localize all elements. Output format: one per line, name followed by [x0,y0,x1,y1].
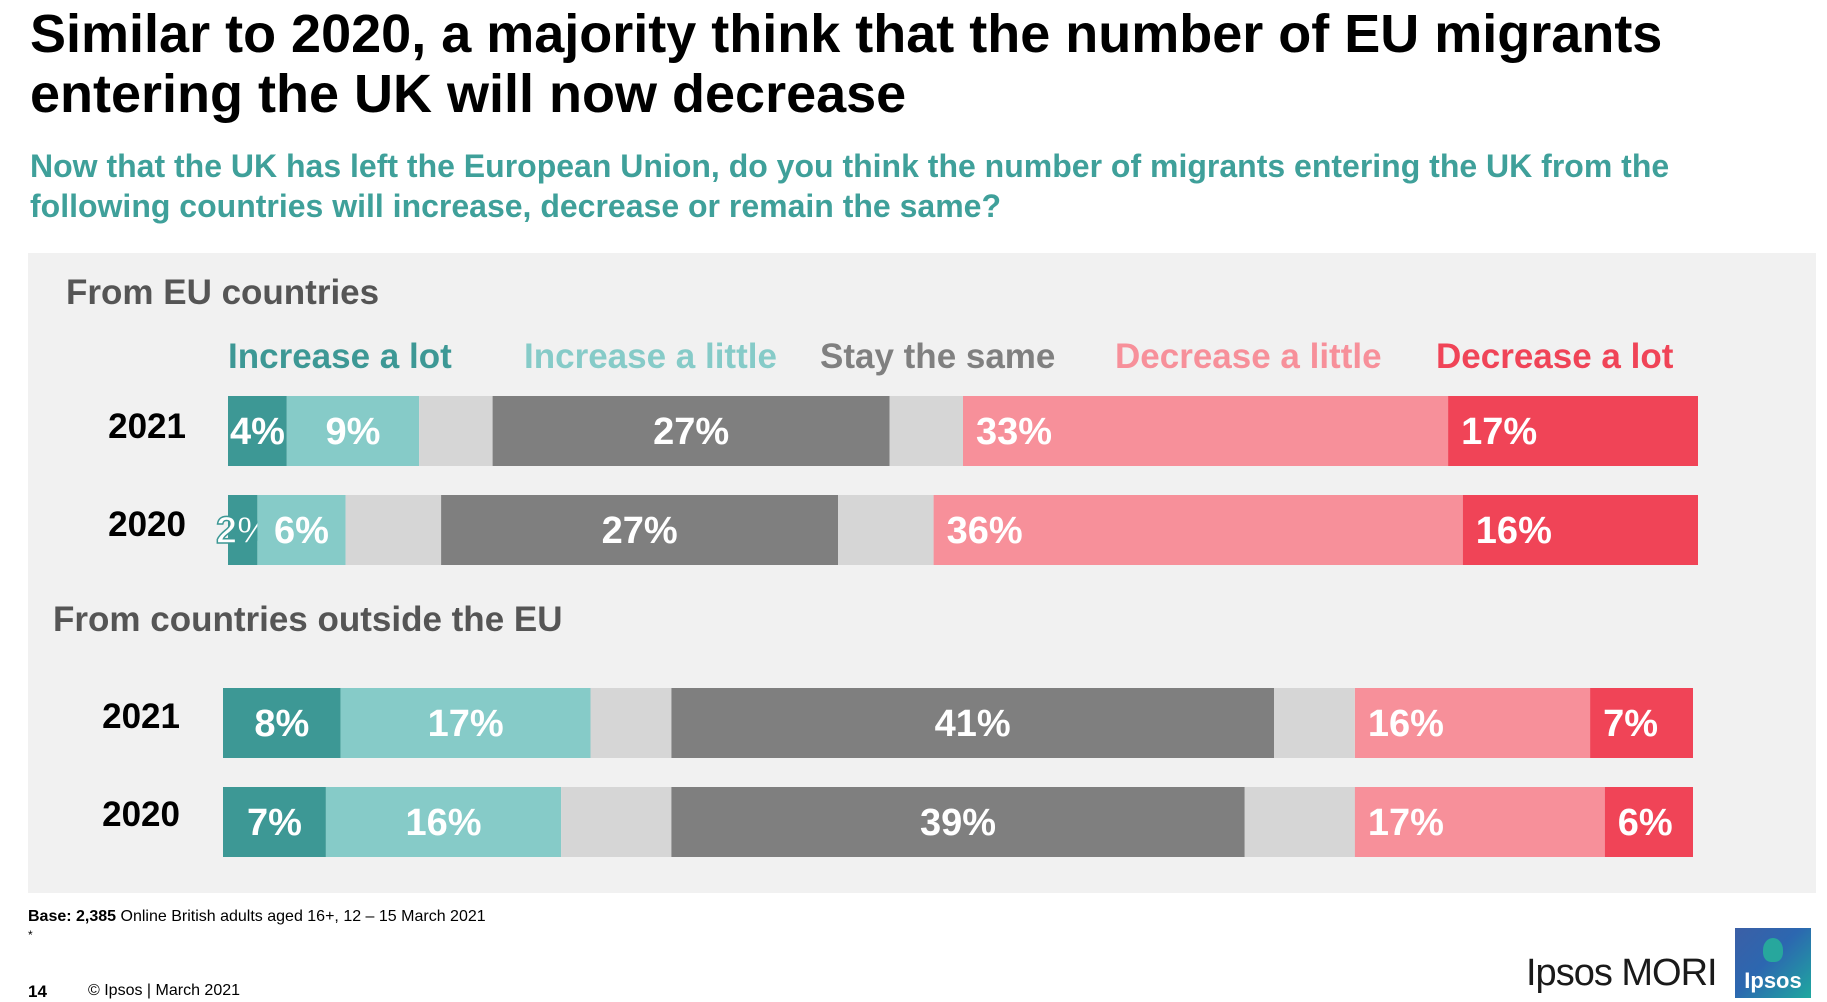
ipsos-logo: Ipsos [1735,928,1811,998]
section-title-eu: From EU countries [66,273,380,312]
year-label-eu-2021: 2021 [108,407,186,446]
section-title-non-eu: From countries outside the EU [53,600,563,639]
logo-head-icon [1763,938,1783,962]
legend-increase-lot: Increase a lot [228,337,452,376]
ipsos-mori-wordmark: Ipsos MORI [1526,952,1718,994]
year-label-eu-2020: 2020 [108,505,186,544]
legend-decrease-little: Decrease a little [1115,337,1382,376]
page-title: Similar to 2020, a majority think that t… [30,4,1663,124]
chart-panel [28,253,1816,893]
copyright: © Ipsos | March 2021 [88,982,241,999]
logo-text: Ipsos [1744,968,1802,993]
year-label-noneu-2021: 2021 [102,697,180,736]
year-label-noneu-2020: 2020 [102,795,180,834]
legend-increase-little: Increase a little [524,337,777,376]
legend-stay-same: Stay the same [820,337,1056,376]
footnote-asterisk: * [28,928,33,942]
question-subtitle: Now that the UK has left the European Un… [30,148,1670,224]
legend-decrease-lot: Decrease a lot [1436,337,1674,376]
page-number: 14 [28,982,47,1001]
base-note: Base: 2,385 Online British adults aged 1… [28,908,486,925]
